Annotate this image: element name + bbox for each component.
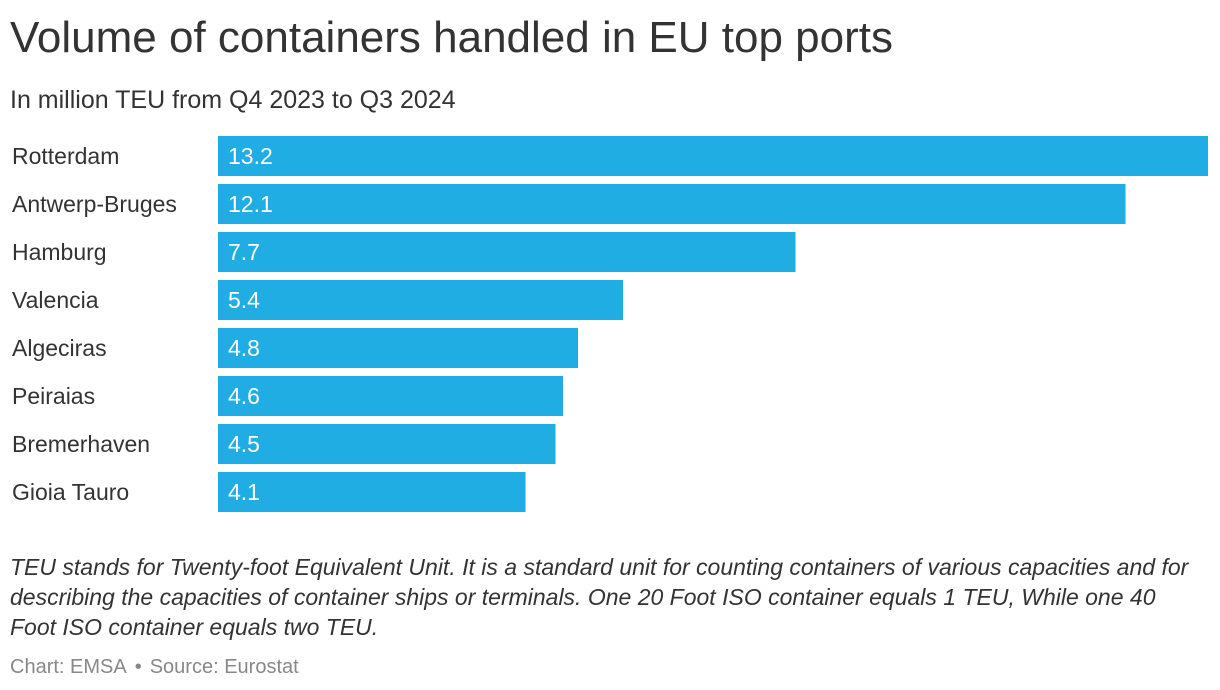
chart-source: Source: Eurostat [149,656,299,678]
category-label: Algeciras [12,335,107,361]
chart-footer: Chart: EMSA • Source: Eurostat [10,654,299,680]
chart-title: Volume of containers handled in EU top p… [10,13,893,62]
category-label: Rotterdam [12,143,119,169]
category-label: Hamburg [12,239,107,265]
category-label: Peiraias [12,383,95,409]
chart-subtitle: In million TEU from Q4 2023 to Q3 2024 [10,86,456,114]
chart-credit: Chart: EMSA [10,656,127,678]
bar-value-label: 4.5 [228,431,260,457]
bar [218,328,578,368]
bar-chart: Rotterdam 13.2 Antwerp-Bruges 12.1 Hamburg 7.… [12,136,1208,512]
chart-note: TEU stands for Twenty-foot Equivalent Un… [10,554,1189,640]
bar-value-label: 4.8 [228,335,260,361]
bar [218,232,796,272]
category-label: Valencia [12,287,99,313]
bar [218,136,1208,176]
bar-value-label: 13.2 [228,143,273,169]
category-label: Antwerp-Bruges [12,191,177,217]
bar [218,472,526,512]
bar [218,184,1126,224]
bar-value-label: 12.1 [228,191,273,217]
bar-value-label: 4.1 [228,479,260,505]
bar [218,376,563,416]
bar [218,424,556,464]
bar [218,280,623,320]
category-label: Gioia Tauro [12,479,129,505]
footer-separator: • [134,656,142,678]
bar-value-label: 5.4 [228,287,260,313]
bar-value-label: 7.7 [228,239,260,265]
category-label: Bremerhaven [12,431,150,457]
bar-value-label: 4.6 [228,383,260,409]
